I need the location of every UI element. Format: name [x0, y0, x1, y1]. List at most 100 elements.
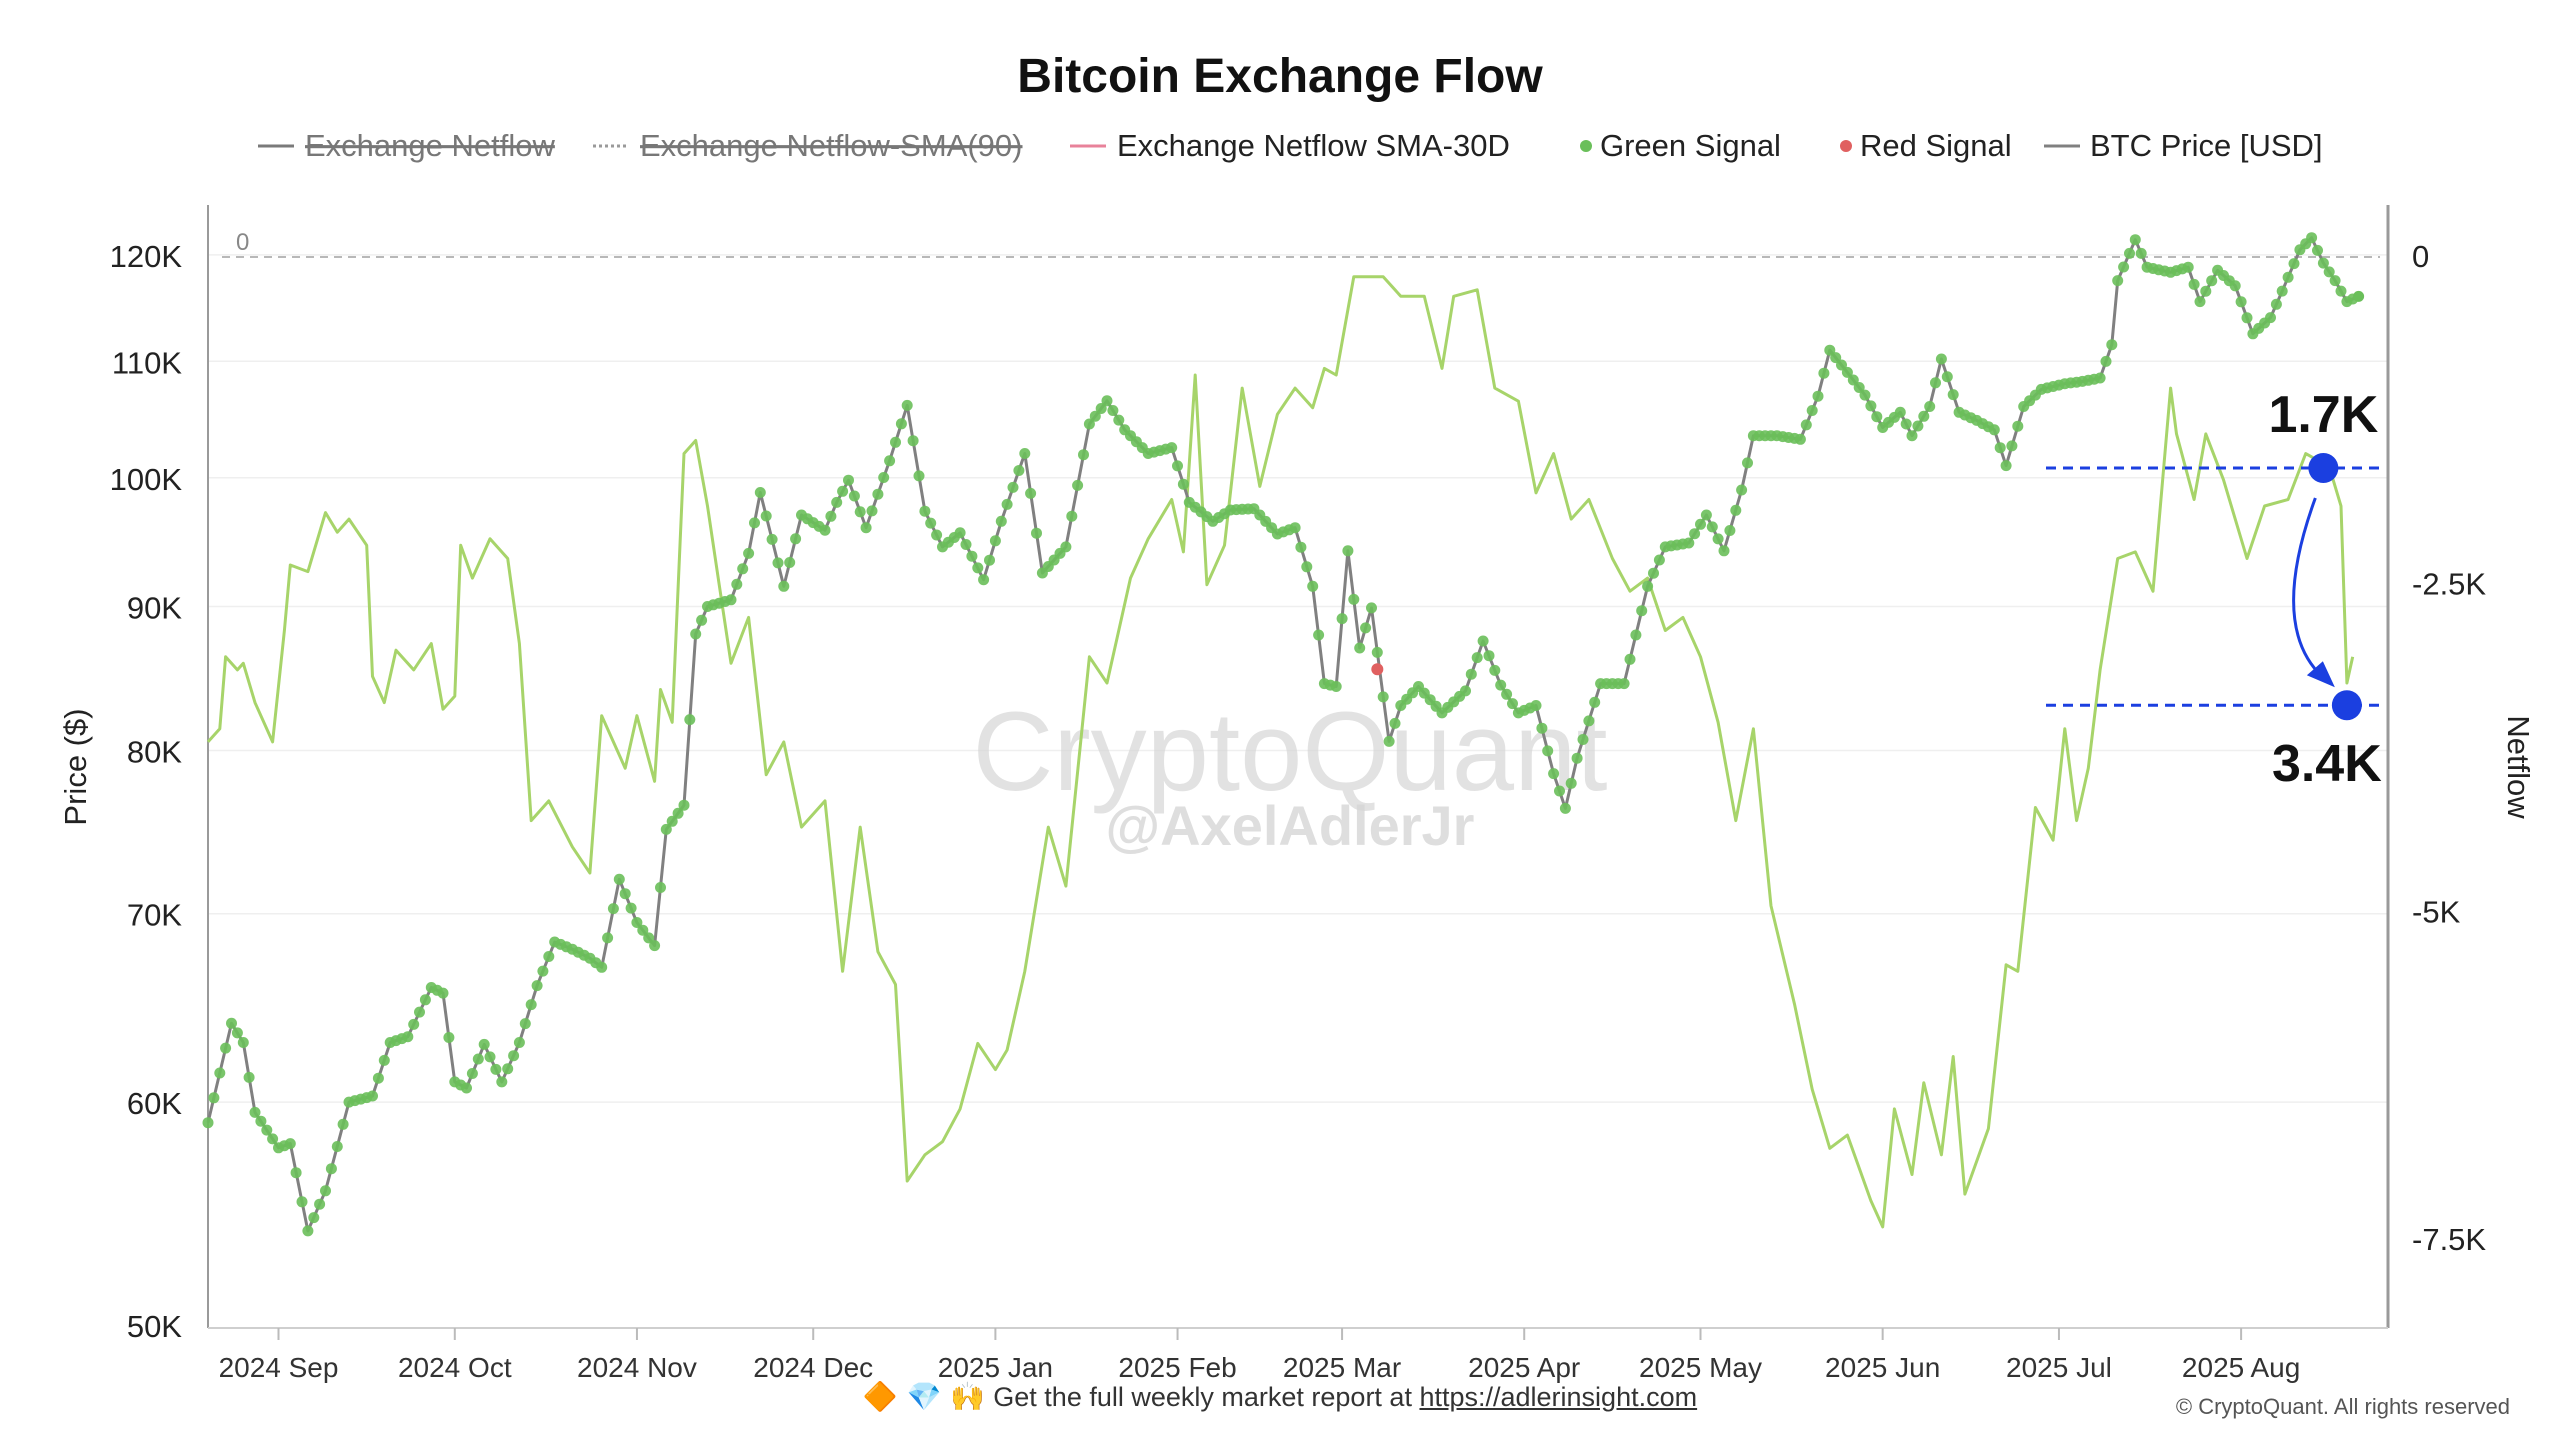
green-signal-point	[754, 487, 766, 498]
green-signal-point	[537, 965, 549, 977]
green-signal-point	[960, 539, 972, 550]
green-signal-point	[2270, 298, 2282, 310]
green-signal-point	[1548, 768, 1560, 780]
green-signal-point	[1536, 722, 1548, 734]
green-signal-point	[1489, 664, 1501, 676]
green-signal-point	[1565, 777, 1577, 789]
green-signal-point	[843, 474, 854, 486]
green-signal-point	[1583, 715, 1595, 727]
green-signal-point	[690, 628, 702, 640]
zero-line-label: 0	[236, 229, 249, 256]
green-signal-point	[1930, 377, 1941, 389]
green-signal-point	[1724, 525, 1736, 536]
green-signal-point	[643, 932, 655, 944]
green-signal-point	[513, 1037, 525, 1048]
green-signal-point	[637, 924, 649, 936]
green-signal-point	[1495, 679, 1507, 691]
green-signal-point	[2106, 339, 2118, 351]
green-signal-point	[784, 557, 796, 568]
green-signal-point	[443, 1032, 455, 1043]
green-signal-point	[890, 436, 901, 448]
green-signal-point	[760, 510, 772, 522]
x-tick-label-0: 2024 Sep	[219, 1352, 339, 1383]
legend-marker-4	[1840, 140, 1852, 152]
green-signal-point	[966, 550, 978, 562]
x-tick-label-4: 2025 Jan	[938, 1352, 1053, 1383]
green-signal-point	[2094, 372, 2106, 384]
green-signal-point	[478, 1038, 490, 1050]
green-signal-point	[1330, 681, 1342, 692]
green-signal-point	[625, 902, 637, 914]
y-right-tick-2: -5K	[2412, 894, 2461, 929]
green-signal-point	[1471, 652, 1483, 664]
y-left-tick-5: 100K	[110, 462, 183, 497]
footer-text: Get the full weekly market report at	[993, 1382, 1420, 1412]
green-signal-point	[655, 882, 666, 893]
green-signal-point	[2200, 285, 2212, 297]
green-signal-point	[613, 873, 625, 885]
green-signal-point	[1083, 418, 1095, 430]
green-signal-point	[2306, 232, 2318, 244]
x-tick-label-3: 2024 Dec	[753, 1352, 873, 1383]
green-signal-point	[1894, 406, 1906, 418]
green-signal-point	[226, 1017, 237, 1029]
green-signal-point	[472, 1053, 484, 1065]
green-signal-point	[1794, 433, 1806, 445]
green-signal-point	[978, 574, 990, 586]
green-signal-point	[1736, 484, 1748, 496]
green-signal-point	[2129, 234, 2141, 246]
green-signal-point	[696, 614, 708, 626]
green-signal-point	[1935, 353, 1947, 365]
green-signal-point	[1001, 498, 1013, 510]
green-signal-point	[1377, 691, 1389, 703]
green-signal-point	[2312, 244, 2323, 256]
x-tick-label-9: 2025 Jun	[1825, 1352, 1940, 1383]
green-signal-point	[1994, 442, 2006, 454]
chart-title: Bitcoin Exchange Flow	[1017, 50, 1543, 103]
green-signal-point	[2112, 275, 2124, 287]
green-signal-point	[237, 1037, 249, 1048]
green-signal-point	[1618, 678, 1630, 690]
copyright: © CryptoQuant. All rights reserved	[2175, 1394, 2510, 1419]
green-signal-point	[737, 563, 749, 575]
green-signal-point	[1301, 561, 1313, 573]
green-signal-point	[2135, 247, 2147, 259]
green-signal-point	[878, 472, 890, 483]
green-signal-point	[666, 815, 678, 827]
green-signal-point	[866, 505, 878, 517]
green-signal-markers	[202, 232, 2365, 1237]
green-signal-point	[895, 418, 907, 430]
green-signal-point	[1354, 642, 1366, 654]
green-signal-point	[1360, 622, 1372, 634]
y-left-tick-7: 120K	[110, 239, 183, 274]
green-signal-point	[825, 510, 837, 522]
green-signal-point	[2288, 258, 2300, 270]
green-signal-point	[2329, 275, 2341, 287]
green-signal-point	[296, 1196, 308, 1208]
green-signal-point	[1031, 527, 1042, 539]
green-signal-point	[325, 1163, 337, 1175]
green-signal-point	[202, 1117, 214, 1129]
green-signal-point	[954, 527, 966, 539]
green-signal-point	[2012, 420, 2024, 432]
green-signal-point	[1742, 457, 1753, 469]
green-signal-point	[1653, 554, 1665, 566]
green-signal-point	[372, 1072, 384, 1084]
green-signal-point	[1313, 629, 1325, 641]
green-signal-point	[1577, 734, 1589, 745]
annotation-label-1: 1.7K	[2268, 386, 2378, 444]
green-signal-point	[490, 1063, 502, 1075]
green-signal-point	[1554, 785, 1565, 797]
green-signal-point	[678, 799, 690, 811]
green-signal-point	[1107, 405, 1119, 416]
green-signal-point	[1019, 448, 1031, 459]
green-signal-point	[267, 1133, 279, 1145]
green-signal-point	[2188, 278, 2200, 290]
green-signal-point	[907, 435, 919, 447]
annotation-label-2: 3.4K	[2272, 735, 2382, 793]
footer-link[interactable]: https://adlerinsight.com	[1419, 1382, 1698, 1412]
green-signal-point	[1095, 403, 1107, 414]
green-signal-point	[2235, 296, 2247, 308]
green-signal-point	[1025, 487, 1037, 499]
